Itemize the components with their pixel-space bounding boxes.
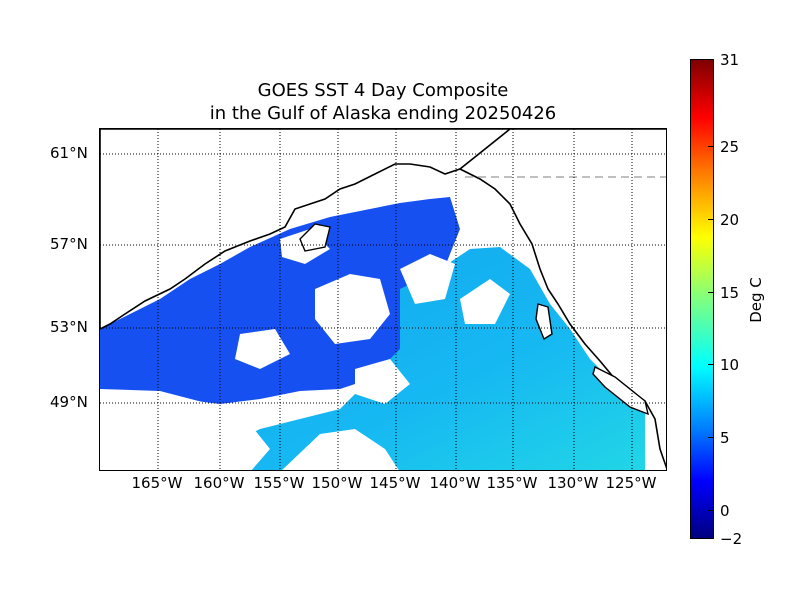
lon-label-155w: 155°W (253, 474, 305, 492)
lon-label-150w: 150°W (311, 474, 363, 492)
colorbar-tick-25: 25 (720, 138, 740, 156)
sst-warm-region (183, 247, 645, 470)
colorbar-tick-15: 15 (720, 284, 740, 302)
lat-label-53n: 53°N (50, 318, 88, 336)
colorbar-tick-10: 10 (720, 356, 740, 374)
sst-map-svg (100, 129, 666, 470)
colorbar-tick-0: 0 (720, 502, 730, 520)
colorbar (690, 59, 714, 539)
colorbar-mark-25 (708, 146, 714, 147)
colorbar-mark-0 (708, 510, 714, 511)
lat-label-57n: 57°N (50, 235, 88, 253)
alaska-coast (100, 129, 511, 330)
lon-label-165w: 165°W (131, 474, 183, 492)
lon-label-160w: 160°W (193, 474, 245, 492)
graticule (100, 129, 666, 470)
colorbar-tick-minus-2: −2 (720, 530, 743, 548)
island-haida-gwaii (535, 303, 553, 341)
colorbar-tick-20: 20 (720, 211, 740, 229)
colorbar-mark-15 (708, 292, 714, 293)
colorbar-mark-20 (708, 219, 714, 220)
lat-label-49n: 49°N (50, 393, 88, 411)
lon-label-140w: 140°W (429, 474, 481, 492)
colorbar-mark-31 (708, 59, 714, 60)
lat-label-61n: 61°N (50, 144, 88, 162)
map-title-line-2: in the Gulf of Alaska ending 20250426 (209, 103, 557, 124)
colorbar-mark-5 (708, 437, 714, 438)
sst-map-panel (99, 128, 667, 471)
island-kodiak (299, 223, 331, 252)
lon-label-130w: 130°W (547, 474, 599, 492)
lon-label-135w: 135°W (486, 474, 538, 492)
colorbar-tick-5: 5 (720, 429, 730, 447)
island-vancouver (592, 365, 649, 416)
colorbar-tick-31: 31 (720, 51, 740, 69)
map-title-line-1: GOES SST 4 Day Composite (257, 80, 509, 101)
colorbar-label: Deg C (747, 277, 765, 323)
lon-label-145w: 145°W (369, 474, 421, 492)
lon-label-125w: 125°W (605, 474, 657, 492)
colorbar-mark-10 (708, 364, 714, 365)
